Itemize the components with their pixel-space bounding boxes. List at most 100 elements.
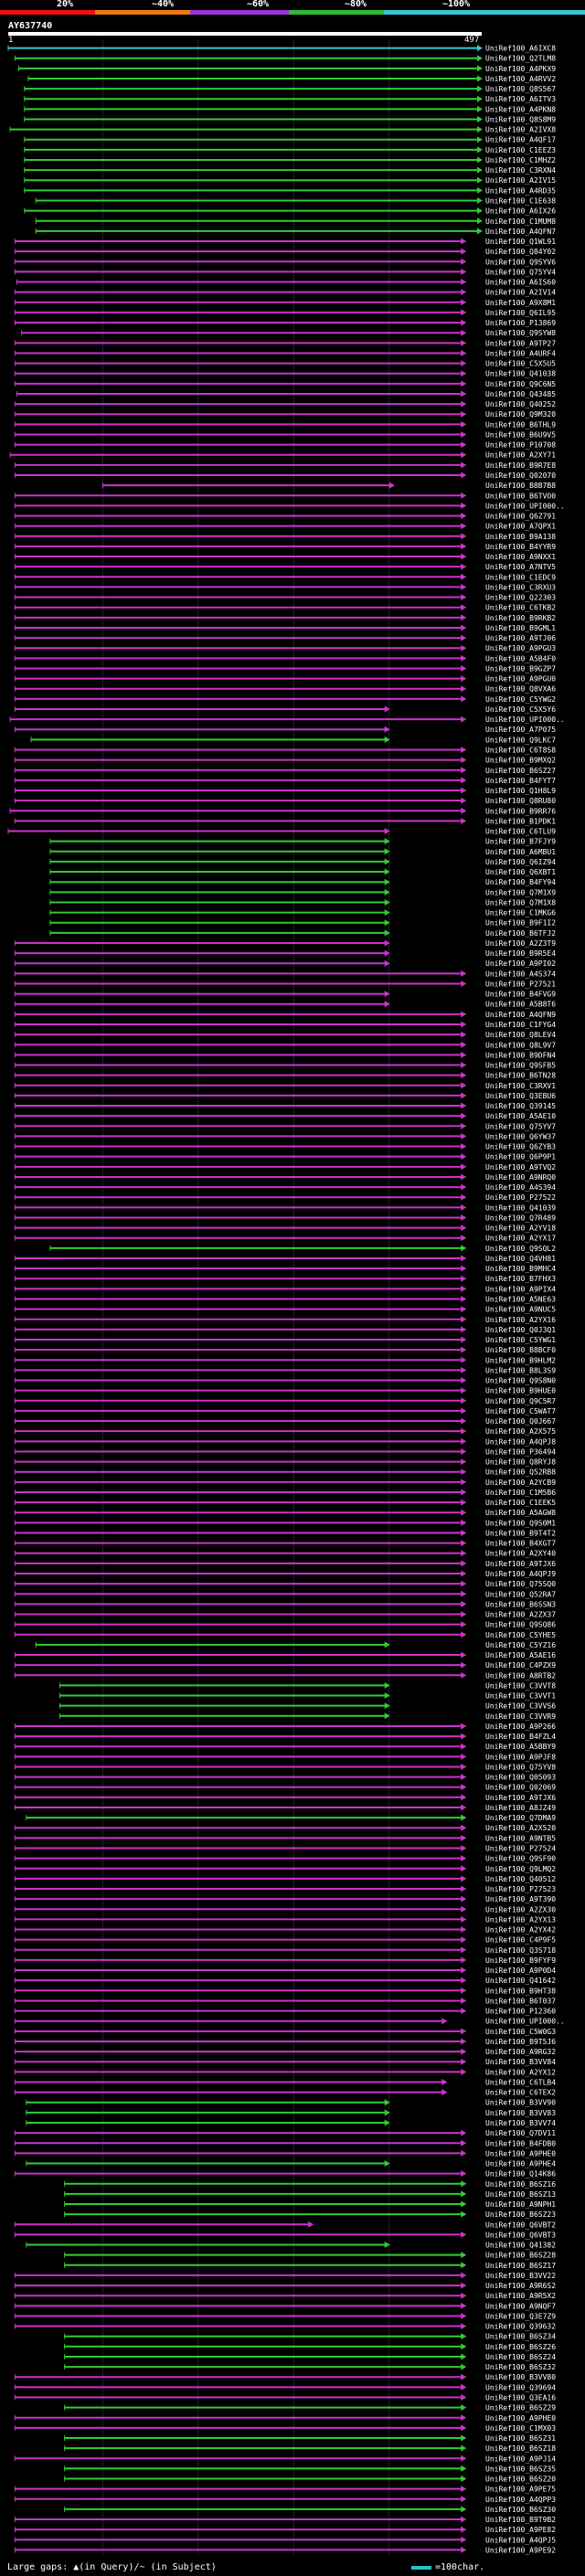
hit-label[interactable]: UniRef100_A9TJ06 xyxy=(485,634,556,642)
hit-label[interactable]: UniRef100_B4FZL4 xyxy=(485,1733,556,1741)
hit-label[interactable]: UniRef100_A9NUC5 xyxy=(485,1306,556,1314)
hit-label[interactable]: UniRef100_B6SZ26 xyxy=(485,2343,556,2351)
hit-label[interactable]: UniRef100_Q0J667 xyxy=(485,1417,556,1426)
hit-label[interactable]: UniRef100_B9HT38 xyxy=(485,1987,556,1995)
hit-label[interactable]: UniRef100_Q6ZYB3 xyxy=(485,1143,556,1151)
hit-label[interactable]: UniRef100_A8RTB2 xyxy=(485,1671,556,1680)
hit-label[interactable]: UniRef100_P27521 xyxy=(485,980,556,988)
hit-label[interactable]: UniRef100_B6TN28 xyxy=(485,1072,556,1080)
query-id[interactable]: AY637740 xyxy=(8,21,53,31)
hit-row[interactable]: UniRef100_C4PZX9 xyxy=(14,1661,556,1670)
hit-label[interactable]: UniRef100_A6IX26 xyxy=(485,207,556,216)
hit-row[interactable]: UniRef100_Q1H8L9 xyxy=(14,787,556,795)
hit-label[interactable]: UniRef100_Q8VXA6 xyxy=(485,685,556,694)
hit-row[interactable]: UniRef100_B6TVO0 xyxy=(14,492,556,500)
hit-row[interactable]: UniRef100_A4QF17 xyxy=(24,136,556,144)
hit-label[interactable]: UniRef100_A9TVQ2 xyxy=(485,1163,556,1171)
hit-label[interactable]: UniRef100_B9MXQ2 xyxy=(485,757,556,765)
hit-row[interactable]: UniRef100_B9F1I2 xyxy=(49,919,556,928)
hit-row[interactable]: UniRef100_Q43485 xyxy=(16,390,556,398)
hit-row[interactable]: UniRef100_B4FDB0 xyxy=(14,2139,556,2147)
hit-row[interactable]: UniRef100_C5YWG2 xyxy=(14,695,556,704)
hit-label[interactable]: UniRef100_Q7R489 xyxy=(485,1214,556,1222)
hit-row[interactable]: UniRef100_C6T8S8 xyxy=(14,747,556,755)
hit-label[interactable]: UniRef100_C3VVS6 xyxy=(485,1702,556,1711)
hit-row[interactable]: UniRef100_B6SZ32 xyxy=(64,2363,557,2371)
hit-row[interactable]: UniRef100_Q8VXA6 xyxy=(14,685,556,694)
hit-label[interactable]: UniRef100_Q40512 xyxy=(485,1875,556,1883)
hit-label[interactable]: UniRef100_B6SZ29 xyxy=(485,2404,556,2412)
hit-row[interactable]: UniRef100_P12360 xyxy=(14,2008,556,2016)
hit-label[interactable]: UniRef100_C5YZ16 xyxy=(485,1641,556,1649)
hit-row[interactable]: UniRef100_A9PGU0 xyxy=(14,675,556,684)
hit-row[interactable]: UniRef100_Q4VH81 xyxy=(14,1255,556,1263)
hit-row[interactable]: UniRef100_B6SZ26 xyxy=(64,2343,557,2351)
hit-row[interactable]: UniRef100_B9T5J6 xyxy=(14,2038,556,2046)
hit-label[interactable]: UniRef100_A6ITV3 xyxy=(485,95,556,103)
hit-label[interactable]: UniRef100_Q0J3Q1 xyxy=(485,1326,556,1334)
hit-label[interactable]: UniRef100_B9RR76 xyxy=(485,807,556,815)
hit-row[interactable]: UniRef100_A6IXC8 xyxy=(7,45,556,53)
hit-row[interactable]: UniRef100_B4FZL4 xyxy=(14,1733,556,1741)
hit-label[interactable]: UniRef100_B4FVG9 xyxy=(485,991,556,999)
hit-label[interactable]: UniRef100_Q3S718 xyxy=(485,1946,556,1955)
hit-row[interactable]: UniRef100_Q9C5R7 xyxy=(14,1397,556,1405)
hit-row[interactable]: UniRef100_A9TJ06 xyxy=(14,634,556,642)
hit-row[interactable]: UniRef100_A2YCB9 xyxy=(14,1479,556,1487)
hit-row[interactable]: UniRef100_B6SZ23 xyxy=(64,2210,557,2219)
hit-row[interactable]: UniRef100_B6SZ31 xyxy=(64,2434,557,2443)
hit-row[interactable]: UniRef100_Q9M320 xyxy=(14,410,556,419)
hit-row[interactable]: UniRef100_A4QPP3 xyxy=(14,2496,556,2504)
hit-label[interactable]: UniRef100_Q9SYW8 xyxy=(485,329,556,337)
hit-row[interactable]: UniRef100_Q6Z791 xyxy=(14,513,556,521)
hit-row[interactable]: UniRef100_Q9LKC7 xyxy=(30,736,556,744)
hit-label[interactable]: UniRef100_A4QF17 xyxy=(485,136,556,144)
hit-row[interactable]: UniRef100_Q9S0M1 xyxy=(14,1519,556,1527)
hit-row[interactable]: UniRef100_Q6VBT3 xyxy=(14,2231,556,2239)
hit-row[interactable]: UniRef100_A9NRQ0 xyxy=(14,1173,556,1182)
hit-label[interactable]: UniRef100_B7FHX3 xyxy=(485,1275,556,1283)
hit-row[interactable]: UniRef100_A9NQF7 xyxy=(14,2302,556,2310)
hit-label[interactable]: UniRef100_B9F1I2 xyxy=(485,919,556,928)
hit-label[interactable]: UniRef100_B9HUE0 xyxy=(485,1387,556,1395)
hit-row[interactable]: UniRef100_Q6ZYB3 xyxy=(14,1143,556,1151)
hit-label[interactable]: UniRef100_C6T8S8 xyxy=(485,747,556,755)
hit-row[interactable]: UniRef100_Q3E7Z9 xyxy=(14,2312,556,2320)
hit-label[interactable]: UniRef100_C3VVT1 xyxy=(485,1692,556,1701)
hit-label[interactable]: UniRef100_A5AE10 xyxy=(485,1112,556,1120)
hit-label[interactable]: UniRef100_B6SZ23 xyxy=(485,2210,556,2219)
hit-label[interactable]: UniRef100_P27522 xyxy=(485,1193,556,1202)
hit-label[interactable]: UniRef100_A4PKX9 xyxy=(485,65,556,73)
hit-label[interactable]: UniRef100_B3VV83 xyxy=(485,2109,556,2117)
hit-row[interactable]: UniRef100_B9RKB2 xyxy=(14,614,556,622)
hit-row[interactable]: UniRef100_A4PKX9 xyxy=(17,65,556,73)
hit-row[interactable]: UniRef100_B9R5E4 xyxy=(14,949,556,958)
hit-row[interactable]: UniRef100_P27521 xyxy=(14,980,556,988)
hit-row[interactable]: UniRef100_Q3EA16 xyxy=(14,2393,556,2401)
hit-row[interactable]: UniRef100_B6SZ16 xyxy=(64,2180,557,2189)
hit-label[interactable]: UniRef100_C1EEK5 xyxy=(485,1499,556,1507)
hit-row[interactable]: UniRef100_C1EEZ3 xyxy=(24,146,556,154)
hit-label[interactable]: UniRef100_Q9S0M1 xyxy=(485,1519,556,1527)
hit-label[interactable]: UniRef100_C1MUM8 xyxy=(485,217,556,226)
hit-label[interactable]: UniRef100_A9PGU3 xyxy=(485,644,556,652)
hit-row[interactable]: UniRef100_A7NTV5 xyxy=(14,563,556,571)
hit-row[interactable]: UniRef100_Q75YV7 xyxy=(14,1122,556,1130)
hit-label[interactable]: UniRef100_B3VV74 xyxy=(485,2119,556,2127)
hit-label[interactable]: UniRef100_A9TP27 xyxy=(485,339,556,347)
hit-label[interactable]: UniRef100_A9TJX6 xyxy=(485,1560,556,1568)
hit-row[interactable]: UniRef100_C1FYG4 xyxy=(14,1021,556,1029)
hit-label[interactable]: UniRef100_C6TLU9 xyxy=(485,828,556,836)
hit-row[interactable]: UniRef100_B3VV83 xyxy=(26,2109,556,2117)
hit-row[interactable]: UniRef100_A9X8M1 xyxy=(14,299,556,307)
hit-row[interactable]: UniRef100_A9PGU3 xyxy=(14,644,556,652)
hit-row[interactable]: UniRef100_A9NPH1 xyxy=(64,2200,557,2209)
hit-label[interactable]: UniRef100_A9RG32 xyxy=(485,2048,556,2056)
hit-label[interactable]: UniRef100_A9NPH1 xyxy=(485,2200,556,2209)
hit-row[interactable]: UniRef100_A9PE92 xyxy=(14,2546,556,2554)
hit-label[interactable]: UniRef100_A2YX13 xyxy=(485,1915,556,1924)
hit-label[interactable]: UniRef100_B6SZ16 xyxy=(485,2180,556,2189)
hit-row[interactable]: UniRef100_A2ZX30 xyxy=(14,1905,556,1913)
hit-row[interactable]: UniRef100_B9RR76 xyxy=(9,807,556,815)
hit-label[interactable]: UniRef100_B6SZ32 xyxy=(485,2363,556,2371)
